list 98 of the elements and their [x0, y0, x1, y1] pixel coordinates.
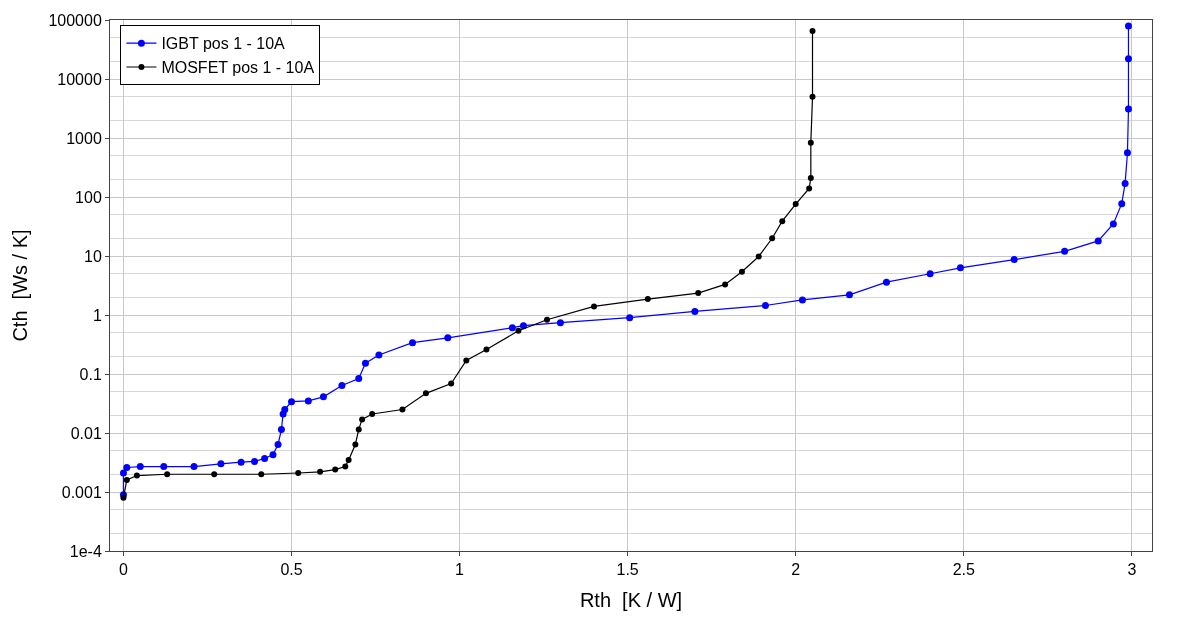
point	[133, 472, 140, 479]
point	[956, 264, 964, 272]
point	[1109, 220, 1117, 228]
point	[1061, 247, 1069, 255]
x-tick-label: 0.5	[280, 561, 303, 579]
point	[1010, 256, 1018, 264]
point	[792, 201, 799, 208]
point	[422, 390, 429, 397]
point	[258, 471, 265, 478]
point	[1124, 105, 1132, 113]
point	[1121, 179, 1129, 187]
point	[626, 314, 634, 322]
point	[288, 398, 296, 406]
x-tick-label: 3	[1127, 561, 1137, 579]
point	[190, 463, 198, 471]
y-tick-label: 1e-4	[69, 542, 102, 560]
y-tick-label: 1	[92, 306, 102, 324]
point	[644, 296, 651, 303]
x-tick-label: 1.5	[616, 561, 639, 579]
point	[463, 357, 470, 364]
point	[217, 460, 225, 468]
point	[409, 339, 417, 347]
point	[261, 454, 269, 462]
point	[281, 406, 289, 414]
point	[399, 406, 406, 413]
y-tick-label: 1000	[66, 129, 102, 147]
point	[369, 410, 376, 417]
point	[556, 319, 564, 327]
point	[722, 281, 729, 288]
x-axis-title: Rth [K / W]	[579, 588, 683, 611]
point	[277, 425, 285, 433]
point	[1094, 237, 1102, 245]
point	[319, 393, 327, 401]
point	[543, 316, 550, 323]
y-tick-label: 10000	[57, 70, 102, 88]
point	[304, 397, 312, 405]
point	[332, 466, 339, 473]
y-tick-label: 100	[75, 188, 102, 206]
point	[755, 253, 762, 260]
y-axis-title: Cth [Ws / K]	[8, 229, 31, 342]
x-tick-label: 1	[455, 561, 465, 579]
point	[1118, 200, 1126, 208]
point	[345, 456, 352, 463]
point	[352, 441, 359, 448]
point	[119, 469, 127, 477]
point	[691, 307, 699, 315]
point	[738, 268, 745, 275]
point	[355, 374, 363, 382]
x-tick-label: 2.5	[952, 561, 975, 579]
point	[448, 380, 455, 387]
point	[809, 93, 816, 100]
point	[1124, 55, 1132, 63]
point	[361, 359, 369, 367]
point	[237, 458, 245, 466]
point	[160, 463, 168, 471]
point	[779, 218, 786, 225]
point	[1123, 149, 1131, 157]
point	[882, 278, 890, 286]
point	[295, 469, 302, 476]
point	[515, 327, 522, 334]
point	[444, 334, 452, 342]
point	[806, 185, 813, 192]
x-tick-label: 0	[119, 561, 128, 579]
point	[251, 457, 259, 465]
y-tick-label: 100000	[48, 11, 102, 29]
point	[926, 270, 934, 278]
point	[355, 426, 362, 433]
point	[269, 451, 277, 459]
point	[809, 28, 816, 35]
point	[317, 468, 324, 475]
point	[164, 471, 171, 478]
y-tick-label: 10	[84, 247, 102, 265]
point	[274, 440, 282, 448]
point	[807, 139, 814, 146]
point	[769, 235, 776, 242]
point	[807, 174, 814, 181]
x-tick-label: 2	[791, 561, 801, 579]
y-tick-label: 0.1	[79, 365, 102, 383]
point	[798, 296, 806, 304]
point	[1124, 22, 1132, 30]
y-tick-label: 0.001	[61, 483, 102, 501]
point	[359, 416, 366, 423]
point	[695, 290, 702, 297]
legend-label: IGBT pos 1 - 10A	[161, 35, 286, 53]
point	[123, 464, 131, 472]
point	[508, 324, 516, 332]
point	[338, 381, 346, 389]
y-tick-label: 0.01	[70, 424, 102, 442]
point	[845, 291, 853, 299]
legend-label: MOSFET pos 1 - 10A	[161, 59, 315, 77]
point	[211, 471, 218, 478]
point	[123, 476, 130, 483]
point	[591, 303, 598, 310]
point	[375, 351, 383, 359]
point	[761, 301, 769, 309]
point	[136, 463, 144, 471]
point	[483, 346, 490, 353]
point	[342, 463, 349, 470]
